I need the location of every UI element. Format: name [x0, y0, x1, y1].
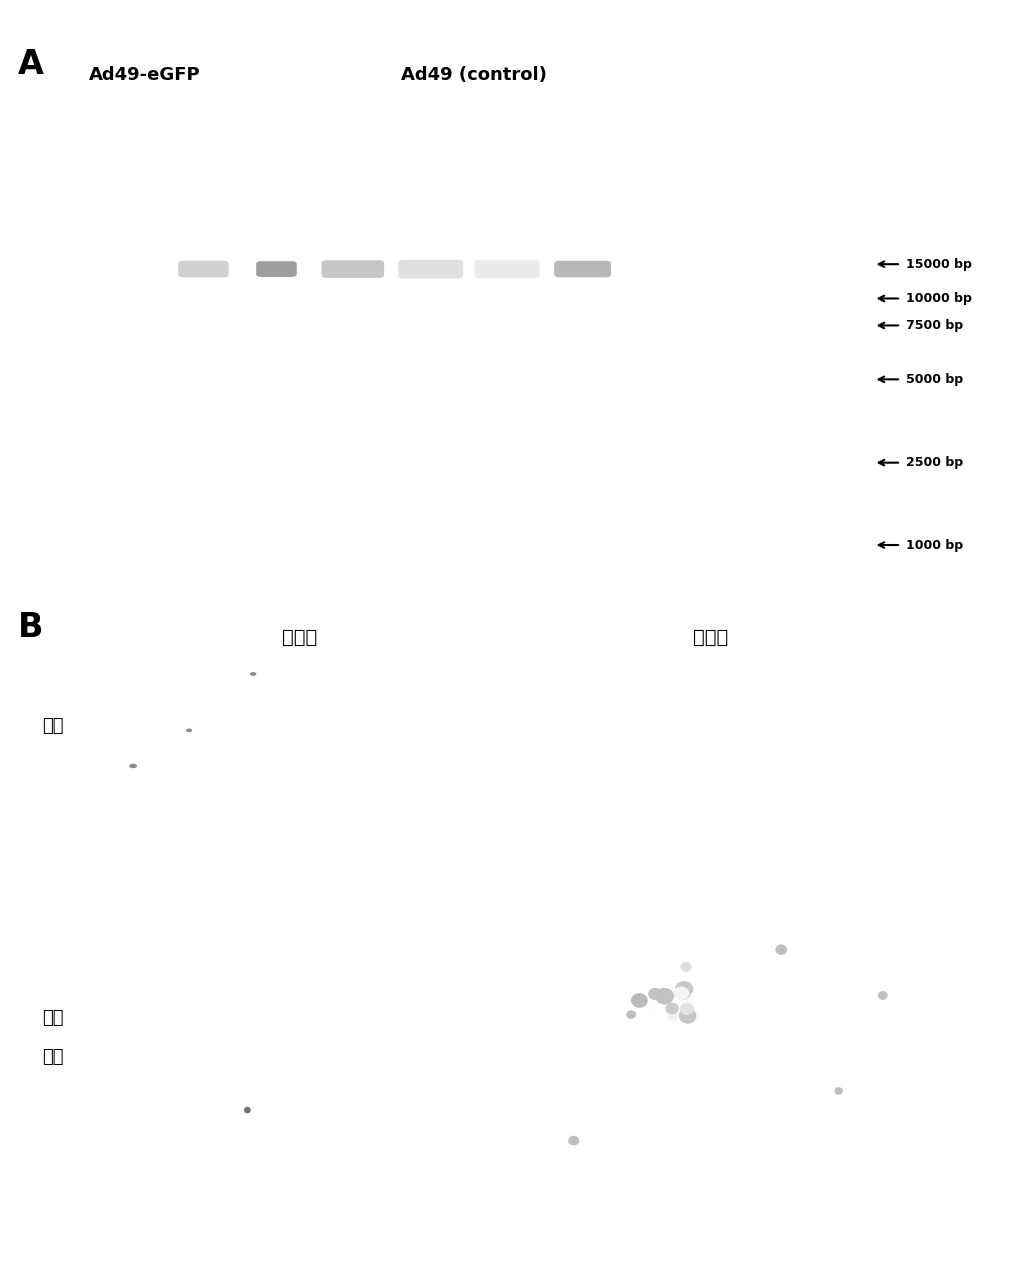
Circle shape [879, 992, 887, 999]
Text: 绿色: 绿色 [42, 1009, 64, 1027]
Text: 荧光: 荧光 [42, 1048, 64, 1066]
Text: 第五天: 第五天 [282, 628, 317, 647]
Circle shape [676, 987, 690, 999]
FancyBboxPatch shape [322, 260, 384, 278]
Circle shape [253, 736, 274, 747]
Circle shape [229, 710, 250, 721]
Circle shape [676, 981, 692, 997]
FancyBboxPatch shape [475, 260, 540, 279]
Circle shape [776, 945, 787, 955]
Text: 7500 bp: 7500 bp [906, 320, 963, 332]
Circle shape [835, 1088, 842, 1094]
Circle shape [674, 987, 688, 999]
FancyBboxPatch shape [398, 260, 463, 279]
Text: Ad49 (control): Ad49 (control) [401, 66, 547, 84]
Text: B: B [18, 611, 44, 644]
Circle shape [569, 1137, 579, 1144]
Circle shape [681, 962, 691, 971]
Circle shape [680, 1009, 695, 1023]
Circle shape [681, 993, 695, 1006]
Circle shape [649, 989, 661, 999]
Circle shape [254, 719, 272, 728]
Circle shape [130, 764, 136, 768]
FancyBboxPatch shape [682, 453, 747, 475]
FancyBboxPatch shape [554, 261, 611, 278]
Text: 白光: 白光 [42, 717, 64, 735]
Circle shape [681, 1003, 693, 1015]
Circle shape [251, 673, 256, 675]
Text: 10000 bp: 10000 bp [906, 292, 972, 306]
FancyBboxPatch shape [179, 261, 228, 278]
Circle shape [644, 998, 659, 1012]
Circle shape [248, 723, 258, 728]
Circle shape [232, 707, 252, 717]
Circle shape [245, 1108, 250, 1113]
FancyBboxPatch shape [79, 260, 149, 279]
Circle shape [669, 1012, 677, 1020]
Circle shape [656, 989, 673, 1004]
Circle shape [680, 1009, 694, 1021]
Circle shape [245, 709, 260, 717]
Text: Ad49-eGFP: Ad49-eGFP [89, 66, 201, 84]
Circle shape [627, 1011, 635, 1018]
Circle shape [239, 723, 253, 731]
Circle shape [246, 728, 265, 738]
Text: 第十天: 第十天 [693, 628, 728, 647]
Text: 5000 bp: 5000 bp [906, 373, 963, 386]
Circle shape [234, 717, 245, 722]
Circle shape [666, 1003, 678, 1013]
Text: 2500 bp: 2500 bp [906, 456, 963, 470]
Text: 15000 bp: 15000 bp [906, 257, 972, 271]
Circle shape [631, 994, 647, 1007]
FancyBboxPatch shape [256, 261, 296, 278]
Text: 1000 bp: 1000 bp [906, 538, 963, 551]
Text: A: A [18, 48, 44, 81]
Circle shape [187, 729, 191, 732]
